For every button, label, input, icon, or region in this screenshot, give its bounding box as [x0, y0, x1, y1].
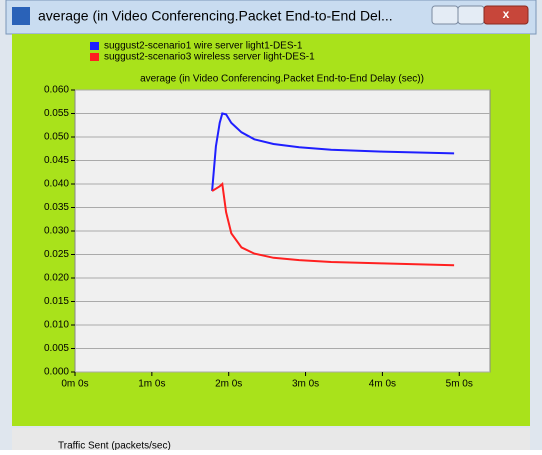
- maximize-button[interactable]: [457, 5, 485, 25]
- app-icon: [12, 7, 30, 25]
- legend-label: suggust2-scenario3 wireless server light…: [104, 52, 315, 63]
- chart-title: average (in Video Conferencing.Packet En…: [140, 74, 424, 85]
- y-tick-label: 0.015: [44, 296, 69, 307]
- legend-swatch: [90, 42, 99, 50]
- y-tick-label: 0.045: [44, 155, 69, 166]
- x-tick-label: 4m 0s: [369, 379, 396, 390]
- y-tick-label: 0.005: [44, 343, 69, 354]
- y-tick-label: 0.060: [44, 85, 69, 96]
- x-tick-label: 3m 0s: [292, 379, 319, 390]
- x-tick-label: 1m 0s: [138, 379, 165, 390]
- legend-label: suggust2-scenario1 wire server light1-DE…: [104, 41, 303, 52]
- minimize-button[interactable]: [431, 5, 459, 25]
- footer-bar: [12, 428, 530, 450]
- y-tick-label: 0.010: [44, 320, 69, 331]
- y-tick-label: 0.050: [44, 132, 69, 143]
- y-tick-label: 0.000: [44, 367, 69, 378]
- window-title: average (in Video Conferencing.Packet En…: [38, 8, 393, 24]
- close-button[interactable]: [483, 5, 529, 25]
- y-tick-label: 0.040: [44, 179, 69, 190]
- y-tick-label: 0.035: [44, 202, 69, 213]
- series-line: [211, 112, 455, 192]
- x-tick-label: 0m 0s: [61, 379, 88, 390]
- series-line: [211, 182, 455, 267]
- close-glyph: x: [503, 7, 510, 21]
- chart: 0.000 0.005 0.010 0.015 0.020 0.025 0.030 0.035…: [44, 41, 490, 390]
- x-tick-label: 2m 0s: [215, 379, 242, 390]
- x-tick-label: 5m 0s: [446, 379, 473, 390]
- footer-label: Traffic Sent (packets/sec): [58, 441, 171, 450]
- y-tick-label: 0.055: [44, 108, 69, 119]
- y-tick-label: 0.025: [44, 249, 69, 260]
- y-tick-label: 0.030: [44, 226, 69, 237]
- legend-swatch: [90, 53, 99, 61]
- y-tick-label: 0.020: [44, 273, 69, 284]
